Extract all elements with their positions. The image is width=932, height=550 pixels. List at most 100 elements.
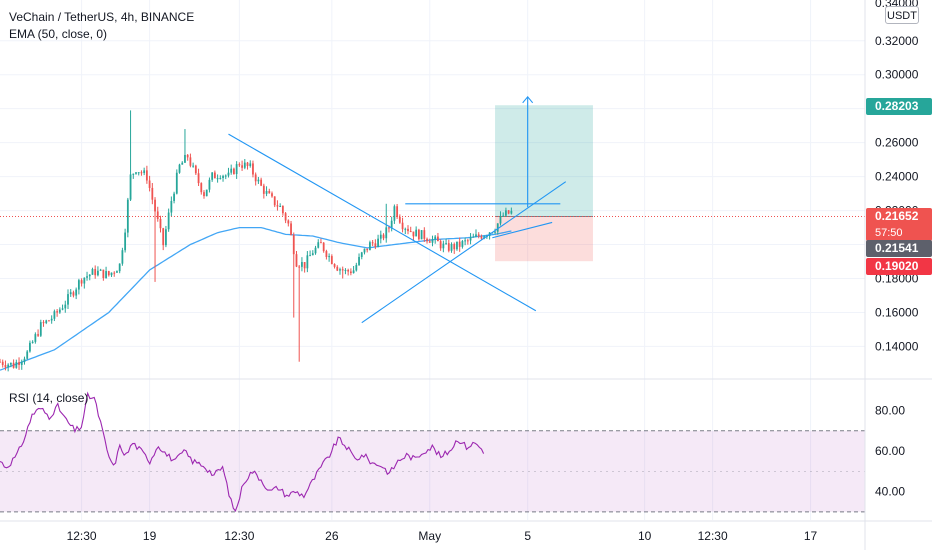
candle-body [355, 264, 358, 271]
candle-body [39, 322, 42, 336]
candle-body [379, 234, 382, 239]
candle-body [382, 234, 385, 239]
candle-body [328, 256, 331, 258]
candle-body [450, 244, 453, 251]
candle-body [50, 318, 53, 321]
candle-body [129, 174, 132, 200]
candle-body [102, 269, 105, 279]
candle-body [352, 270, 355, 274]
candle-body [276, 205, 279, 207]
candle-body [116, 271, 118, 273]
candle-body [306, 255, 309, 269]
candle-body [156, 211, 159, 219]
currency-button[interactable]: USDT [885, 6, 919, 24]
candle-body [200, 183, 203, 193]
candle-body [77, 280, 80, 290]
candle-body [469, 237, 472, 241]
candle-body [224, 175, 227, 177]
candle-body [415, 229, 418, 237]
candle-body [107, 271, 110, 276]
candle-body [439, 241, 442, 249]
candle-body [37, 334, 39, 336]
candle-body [34, 334, 37, 342]
candles-layer [0, 110, 513, 372]
price-label-badge: 0.19020 [866, 258, 932, 275]
candle-body [502, 215, 505, 217]
candle-body [151, 187, 154, 200]
candle-body [281, 206, 284, 214]
candle-body [445, 243, 447, 245]
ema-legend: EMA (50, close, 0) [9, 27, 108, 41]
candle-body [254, 174, 257, 182]
candle-body [336, 266, 339, 271]
candle-body [80, 280, 83, 284]
candle-body [135, 172, 137, 174]
candle-body [4, 365, 7, 368]
drawings-layer [228, 95, 567, 324]
candle-body [262, 185, 265, 194]
candle-body [45, 320, 48, 323]
candle-body [1, 361, 4, 366]
price-tick-label: 0.24000 [875, 170, 919, 184]
candle-body [390, 220, 393, 229]
candle-body [407, 228, 409, 232]
candle-body [347, 269, 350, 272]
candle-body [197, 173, 200, 184]
candle-body [154, 199, 156, 212]
trend-line [228, 133, 537, 312]
time-tick-label: 26 [325, 529, 339, 543]
candle-body [404, 228, 407, 230]
rsi-tick-label: 80.00 [875, 403, 905, 417]
candle-body [53, 311, 56, 319]
candle-body [69, 292, 72, 295]
candle-body [317, 242, 320, 248]
candle-body [320, 242, 322, 244]
candle-body [437, 236, 439, 242]
price-tick-label: 0.26000 [875, 136, 919, 150]
candle-body [358, 256, 360, 265]
candle-body [428, 241, 431, 243]
candle-body [494, 231, 496, 233]
candle-body [173, 193, 175, 201]
candle-body [344, 269, 347, 271]
candle-body [118, 263, 121, 272]
candle-body [388, 227, 390, 229]
candle-body [333, 264, 336, 267]
candle-body [377, 238, 379, 247]
candle-body [181, 162, 184, 165]
candle-body [15, 362, 18, 368]
ema-layer [0, 226, 512, 371]
candle-body [396, 206, 399, 218]
candle-body [9, 362, 12, 365]
candle-body [12, 362, 15, 368]
candle-body [252, 163, 254, 175]
candle-body [417, 229, 420, 240]
candle-body [301, 262, 303, 267]
price-tick-label: 0.30000 [875, 68, 919, 82]
candle-body [88, 274, 91, 277]
rsi-legend: RSI (14, close) [9, 391, 89, 405]
candle-body [20, 361, 23, 365]
candle-body [480, 236, 483, 239]
candle-body [290, 223, 292, 235]
candle-body [309, 255, 311, 257]
candle-body [178, 164, 181, 173]
candle-body [132, 173, 135, 175]
rsi-layer [0, 391, 865, 513]
candle-body [186, 154, 189, 158]
candle-body [477, 234, 480, 237]
candle-body [167, 212, 170, 230]
candle-body [398, 217, 401, 223]
candle-body [184, 154, 186, 163]
price-tick-label: 0.32000 [875, 34, 919, 48]
candle-body [412, 231, 415, 237]
ema-line [0, 226, 512, 371]
candle-body [456, 241, 458, 250]
price-label-badge: 0.21541 [866, 240, 932, 257]
candle-body [311, 253, 314, 256]
trend-line [492, 221, 553, 239]
time-tick-label: 12:30 [224, 529, 254, 543]
candle-body [461, 241, 464, 247]
